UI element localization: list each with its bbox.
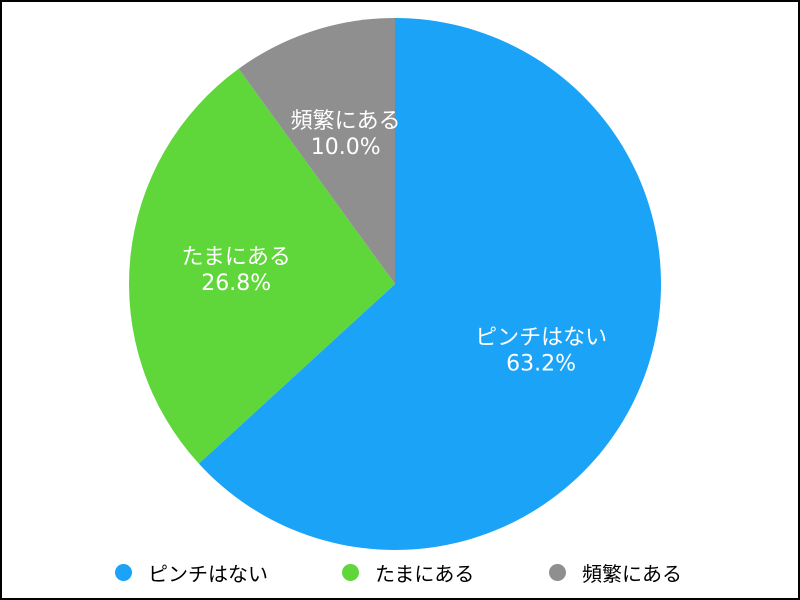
legend-swatch (115, 563, 132, 581)
slice-label-value-0: 63.2% (506, 351, 576, 376)
pie-slice-1 (129, 68, 395, 464)
slice-label-category-1: たまにある (182, 245, 291, 270)
legend-label: たまにある (375, 561, 475, 586)
pie-slice-0 (198, 18, 661, 550)
legend-swatch (549, 563, 566, 581)
legend-label: ピンチはない (148, 561, 268, 586)
slice-label-value-1: 26.8% (201, 271, 271, 296)
legend-item-pinch-nai: ピンチはない (115, 557, 268, 587)
slice-label-category-0: ピンチはない (475, 325, 607, 350)
pie-slice-2 (238, 18, 395, 284)
legend-swatch (342, 563, 359, 581)
legend-item-tama-ni-aru: たまにある (342, 557, 474, 587)
legend-label: 頻繁にある (582, 561, 682, 586)
slice-label-value-2: 10.0% (311, 135, 381, 160)
legend-item-hinpan-ni-aru: 頻繁にある (549, 557, 682, 587)
legend: ピンチはない たまにある 頻繁にある (2, 557, 800, 587)
slice-label-category-2: 頻繁にある (291, 109, 401, 134)
